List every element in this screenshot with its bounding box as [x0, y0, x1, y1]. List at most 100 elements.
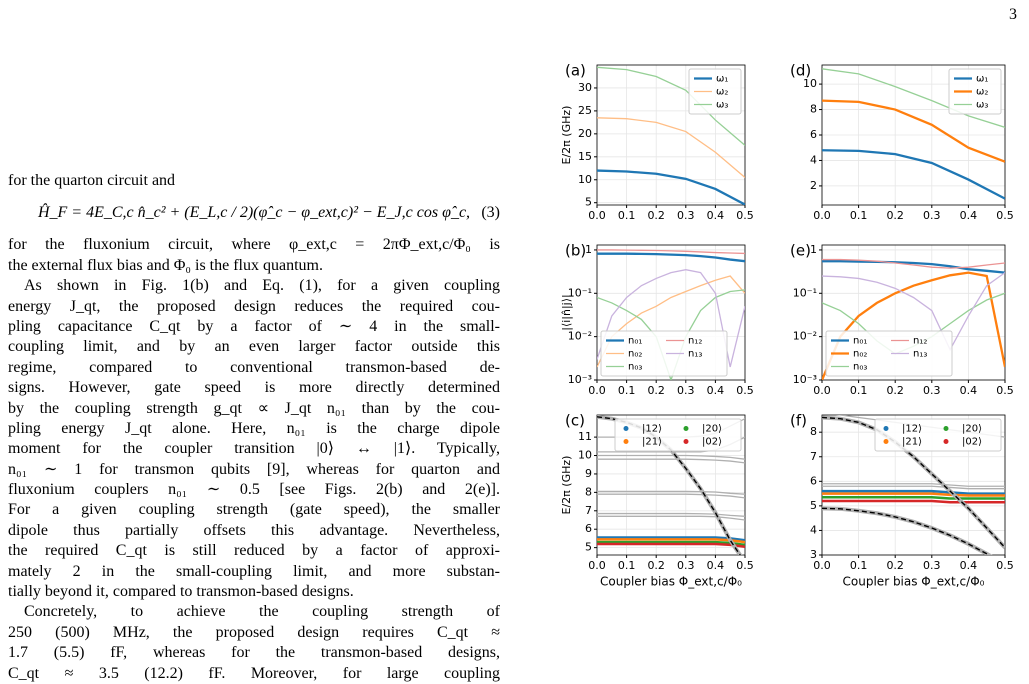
- text-line: Concretely, to achieve the coupling stre…: [24, 603, 500, 621]
- x-tick-label: 0.0: [813, 209, 831, 222]
- series-line: [822, 68, 1005, 128]
- x-tick-label: 0.5: [736, 559, 754, 572]
- text-line: coupling limit, and by an even larger fa…: [8, 338, 500, 356]
- series-line: [822, 258, 1005, 269]
- plot-area: [597, 249, 745, 380]
- y-tick-label: 4: [810, 523, 817, 536]
- legend-label: n₀₁: [628, 336, 642, 347]
- x-tick-label: 0.4: [707, 209, 725, 222]
- legend-label: n₀₂: [628, 349, 642, 360]
- y-tick-label: 5: [585, 196, 592, 209]
- series-line: [597, 512, 745, 517]
- legend-label: ω₁: [976, 74, 988, 85]
- x-tick-label: 0.2: [886, 559, 904, 572]
- legend-label: ω₁: [716, 74, 728, 85]
- x-tick-label: 0.0: [588, 209, 606, 222]
- panel-label: (c): [565, 412, 585, 430]
- text-line: for the quarton circuit and: [8, 172, 176, 189]
- legend-marker: [883, 439, 889, 444]
- series-line: [822, 272, 1005, 352]
- panel-label: (f): [790, 412, 807, 430]
- series-line: [597, 275, 745, 368]
- legend-box: [825, 330, 953, 377]
- series-line: [597, 490, 745, 495]
- equation-number: (3): [481, 204, 500, 222]
- x-tick-label: 0.3: [923, 209, 941, 222]
- series-line: [597, 540, 745, 547]
- legend-label: n₁₂: [913, 336, 927, 347]
- plot-area: [822, 258, 1005, 380]
- text-line: the required C_qt is still reduced by a …: [8, 542, 500, 560]
- text-line: C_qt ≈ 3.5 (12.2) fF. Moreover, for larg…: [8, 664, 500, 682]
- series-line: [597, 538, 745, 544]
- series-line: [822, 485, 1005, 490]
- text-line: n₀₁ ∼ 1 for transmon qubits [9], whereas…: [8, 460, 500, 478]
- y-tick-label: 10⁻¹: [568, 286, 592, 299]
- equation: Ĥ_F = 4E_C,c n̂_c² + (E_L,c / 2)(φ̂_c − …: [8, 191, 500, 235]
- axes-frame: [821, 244, 1006, 381]
- x-tick-label: 0.2: [886, 209, 904, 222]
- y-tick-label: 20: [578, 127, 592, 140]
- series-line: [597, 536, 745, 542]
- x-tick-label: 0.3: [923, 559, 941, 572]
- series-line: [822, 99, 1005, 163]
- text-line: signs. However, gate speed is more direc…: [8, 379, 500, 397]
- y-tick-label: 6: [585, 522, 592, 535]
- text-line: fluxonium couplers n₀₁ ∼ 0.5 [see Figs. …: [8, 481, 500, 499]
- text-line: by the coupling strength g_qt ∝ J_qt n₀₁…: [8, 399, 500, 417]
- y-tick-label: 10⁻¹: [793, 286, 817, 299]
- y-tick-label: 30: [578, 81, 592, 94]
- x-axis-label: Coupler bias Φ_ext,c/Φ₀: [843, 575, 985, 589]
- series-line: [597, 289, 745, 380]
- y-tick-label: 9: [585, 467, 592, 480]
- legend-box: [688, 68, 742, 115]
- y-tick-label: 8: [810, 103, 817, 116]
- series-line: [822, 489, 1005, 495]
- legend-label: ω₃: [716, 100, 728, 111]
- axes-frame: [596, 64, 746, 206]
- x-tick-label: 0.0: [813, 559, 831, 572]
- series-line: [597, 169, 745, 205]
- y-tick-label: 2: [810, 179, 817, 192]
- x-tick-label: 0.1: [850, 559, 868, 572]
- x-tick-label: 0.2: [886, 384, 904, 397]
- legend-marker: [943, 439, 949, 444]
- plot-area: [822, 68, 1005, 200]
- x-tick-label: 0.5: [996, 559, 1014, 572]
- series-line: [597, 269, 745, 368]
- series-line: [822, 260, 1005, 274]
- legend-marker: [683, 426, 689, 431]
- x-tick-label: 0.3: [677, 384, 695, 397]
- legend-marker: [623, 439, 629, 444]
- y-tick-label: 5: [810, 499, 817, 512]
- axes-frame: [596, 414, 746, 556]
- x-tick-label: 0.1: [618, 209, 636, 222]
- y-tick-label: 10: [578, 173, 592, 186]
- y-axis-label: E/2π (GHz): [560, 456, 573, 515]
- legend-label: n₁₃: [688, 349, 702, 360]
- page-number: 3: [1009, 6, 1017, 23]
- x-tick-label: 0.4: [960, 384, 978, 397]
- text-line: pling energy J_qt alone. Here, n₀₁ is th…: [8, 419, 500, 437]
- x-tick-label: 0.1: [618, 559, 636, 572]
- legend-label: |21⟩: [902, 437, 922, 448]
- x-tick-label: 0.1: [618, 384, 636, 397]
- y-tick-label: 15: [578, 150, 592, 163]
- y-tick-label: 10⁻²: [568, 330, 592, 343]
- x-tick-label: 0.4: [960, 209, 978, 222]
- y-tick-label: 10⁻³: [568, 373, 592, 386]
- x-tick-label: 0.0: [588, 384, 606, 397]
- x-tick-label: 0.1: [850, 384, 868, 397]
- x-tick-label: 0.4: [707, 559, 725, 572]
- y-tick-label: 3: [810, 548, 817, 561]
- y-tick-label: 7: [585, 504, 592, 517]
- legend-label: n₀₁: [853, 336, 867, 347]
- series-line: [822, 499, 1005, 504]
- legend-marker: [623, 426, 629, 431]
- legend-label: ω₂: [976, 87, 988, 98]
- axes-frame: [821, 64, 1006, 206]
- text-line: pling capacitance C_qt by a factor of ∼ …: [8, 317, 500, 335]
- legend-label: |20⟩: [962, 424, 982, 435]
- x-tick-label: 0.5: [736, 209, 754, 222]
